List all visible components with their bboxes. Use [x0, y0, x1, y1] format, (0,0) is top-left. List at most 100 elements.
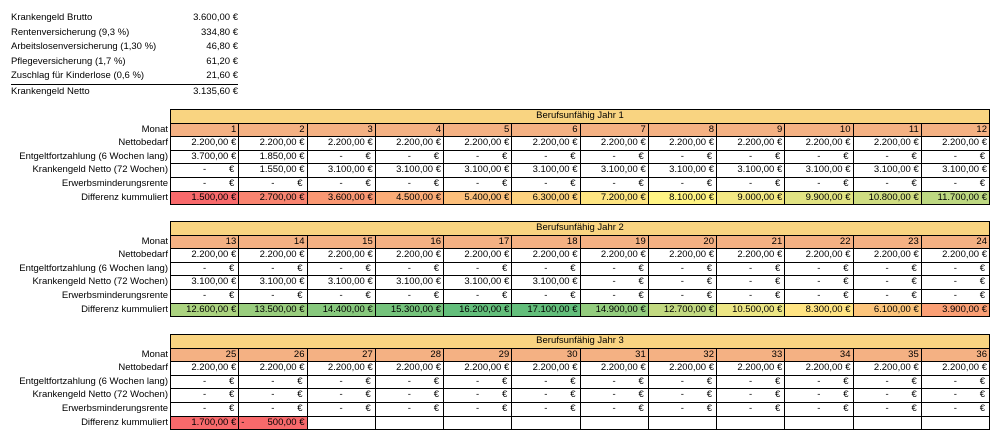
value-cell: 2.200,00 €	[374, 136, 445, 151]
dash: -	[749, 150, 753, 162]
zero-cell: - €	[169, 288, 240, 304]
zero-cell: - €	[920, 288, 991, 304]
differenz-cell: 12.700,00 €	[647, 302, 718, 318]
row-label: Krankengeld Netto (72 Wochen)	[32, 164, 168, 176]
month-cell: 20	[647, 234, 718, 250]
zero-cell: - €	[238, 374, 308, 390]
dash: -	[885, 262, 889, 274]
month-cell: 12	[920, 122, 991, 138]
euro-sign: €	[911, 262, 917, 274]
dash: -	[817, 262, 821, 274]
zero-cell: - €	[920, 176, 991, 192]
summary-section: Krankengeld Brutto 3.600,00 € Rentenversi…	[11, 11, 238, 99]
zero-cell: - €	[920, 275, 991, 290]
euro-sign: €	[979, 262, 985, 274]
euro-sign: €	[228, 177, 235, 189]
zero-cell: - €	[374, 401, 445, 417]
zero-cell: - €	[306, 374, 376, 390]
zero-cell: - €	[647, 388, 718, 403]
month-cell: 5	[442, 122, 513, 138]
summary-label: Pflegeversicherung (1,7 %)	[11, 55, 126, 67]
value-cell: 2.200,00 €	[920, 136, 991, 151]
zero-cell: - €	[784, 275, 854, 290]
differenz-value: 9.000,00 €	[737, 191, 783, 203]
dash: -	[953, 402, 957, 414]
value-cell: 2.200,00 €	[511, 248, 581, 263]
euro-sign: €	[297, 262, 303, 274]
value-cell: 2.200,00 €	[511, 361, 581, 376]
month-cell: 1	[169, 122, 240, 138]
month-cell: 4	[374, 122, 445, 138]
value-cell: 2.200,00 €	[579, 136, 649, 151]
euro-sign: €	[570, 389, 576, 401]
dash: -	[407, 289, 411, 301]
zero-cell: - €	[852, 388, 922, 403]
value-cell: 2.200,00 €	[784, 361, 854, 376]
row-nettobedarf: Nettobedarf 2.200,00 €2.200,00 €2.200,00 …	[0, 248, 991, 263]
dash: -	[885, 276, 889, 288]
dash: -	[953, 150, 957, 162]
euro-sign: €	[365, 389, 371, 401]
dash: -	[544, 375, 548, 387]
euro-sign: €	[501, 177, 508, 189]
dash: -	[817, 276, 821, 288]
differenz-value: 10.800,00 €	[868, 191, 919, 203]
dash: -	[544, 177, 548, 189]
differenz-cell: 10.500,00 €	[715, 302, 786, 318]
month-cell: 11	[852, 122, 922, 138]
dash: -	[817, 402, 821, 414]
month-cell: 19	[579, 234, 649, 250]
dash: -	[407, 177, 411, 189]
row-label: Erwerbsminderungsrente	[61, 402, 168, 414]
block-title: Berufsunfähig Jahr 2	[170, 221, 990, 236]
zero-cell: - €	[374, 261, 445, 277]
euro-sign: €	[706, 150, 712, 162]
row-krankengeld: Krankengeld Netto (72 Wochen) 3.100,00 €3…	[0, 275, 991, 290]
value-cell: 2.200,00 €	[238, 136, 308, 151]
dash: -	[203, 262, 207, 274]
dash: -	[271, 289, 275, 301]
differenz-cell: 5.400,00 €	[442, 190, 513, 206]
value-cell: 2.200,00 €	[784, 248, 854, 263]
dash: -	[680, 375, 684, 387]
value-cell: 3.100,00 €	[511, 163, 581, 178]
dash: -	[544, 289, 548, 301]
month-cell: 36	[920, 347, 991, 363]
minus-sign: -	[241, 416, 245, 428]
euro-sign: €	[365, 375, 371, 387]
dash: -	[339, 177, 343, 189]
euro-sign: €	[228, 375, 235, 387]
zero-cell: - €	[442, 388, 513, 403]
differenz-value: 5.400,00 €	[464, 191, 510, 203]
value-cell: 3.100,00 €	[920, 163, 991, 178]
differenz-cell: 8.300,00 €	[784, 302, 854, 318]
year-1-table: Berufsunfähig Jahr 1 Monat 1 2 3 4 5 6 7 8 9 10 11 12…	[0, 109, 991, 206]
dash: -	[885, 402, 889, 414]
zero-cell: - €	[442, 374, 513, 390]
zero-cell: - €	[715, 374, 786, 390]
zero-cell: - €	[715, 401, 786, 417]
differenz-value: 6.300,00 €	[532, 191, 578, 203]
euro-sign: €	[570, 150, 576, 162]
value-cell: 2.200,00 €	[238, 361, 308, 376]
euro-sign: €	[297, 389, 303, 401]
zero-cell: - €	[920, 401, 991, 417]
summary-row-renten: Rentenversicherung (9,3 %) 334,80 €	[11, 26, 238, 41]
differenz-value: 12.600,00 €	[186, 303, 237, 315]
row-label: Krankengeld Netto (72 Wochen)	[32, 389, 168, 401]
row-label: Monat	[141, 123, 168, 135]
dash: -	[339, 289, 343, 301]
differenz-cell	[920, 415, 991, 431]
month-cell: 24	[920, 234, 991, 250]
zero-cell: - €	[920, 149, 991, 165]
zero-cell: - €	[579, 374, 649, 390]
dash: -	[953, 276, 957, 288]
dash: -	[544, 262, 548, 274]
value-cell: 2.200,00 €	[852, 248, 922, 263]
value-cell: 3.100,00 €	[238, 275, 308, 290]
value-cell: 2.200,00 €	[511, 136, 581, 151]
zero-cell: - €	[306, 149, 376, 165]
zero-cell: - €	[647, 275, 718, 290]
row-entgelt: Entgeltfortzahlung (6 Wochen lang) 3.700,…	[0, 149, 991, 165]
euro-sign: €	[638, 289, 644, 301]
